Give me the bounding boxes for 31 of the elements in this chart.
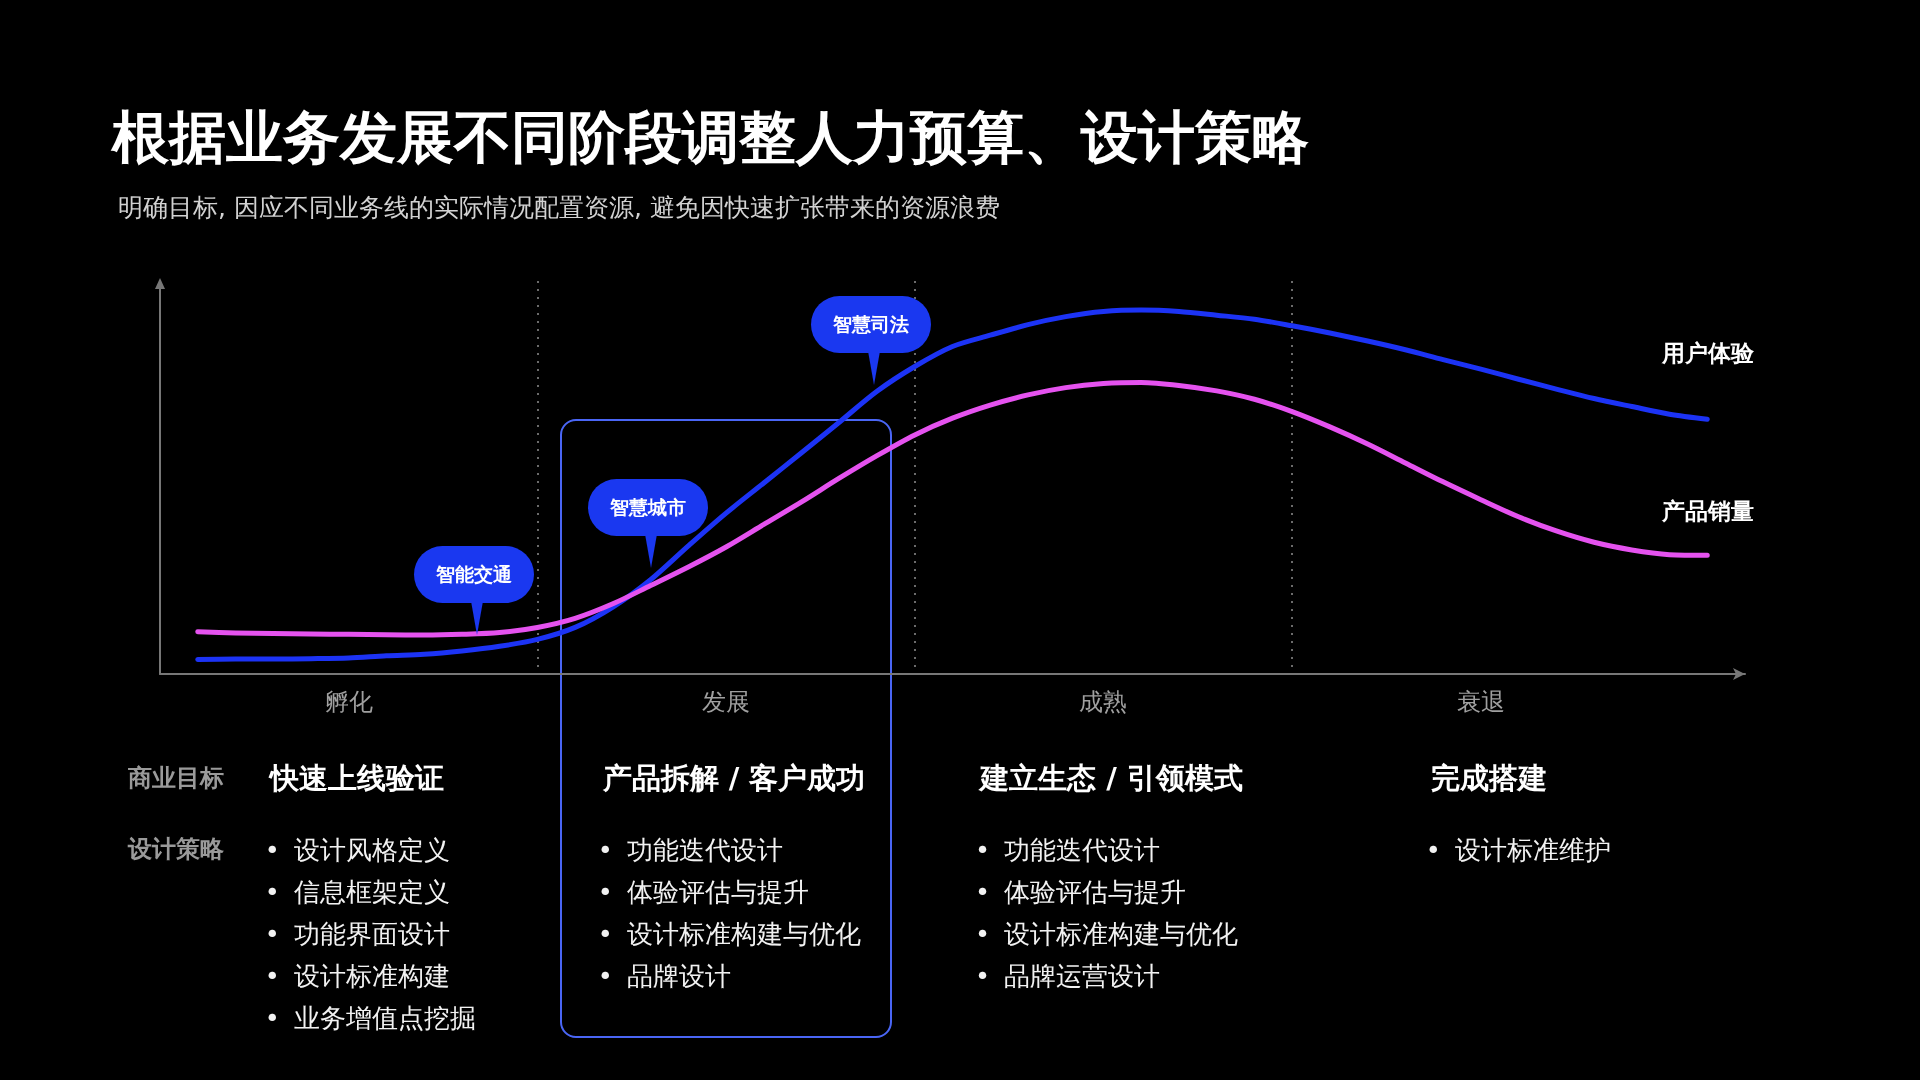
x-tick-label: 孵化: [324, 688, 373, 716]
text: • 功能界面设计: [264, 919, 450, 949]
x-tick-label: 衰退: [1456, 688, 1505, 716]
text: • 信息框架定义: [264, 877, 450, 907]
series-label: 用户体验: [1661, 340, 1756, 367]
text: • 设计风格定义: [264, 835, 450, 865]
chart-subtitle: 明确目标, 因应不同业务线的实际情况配置资源, 避免因快速扩张带来的资源浪费: [118, 193, 1000, 222]
text: • 设计标准维护: [1425, 835, 1611, 865]
annotation: 智慧司法: [833, 313, 909, 335]
text: • 设计标准构建与优化: [597, 919, 861, 949]
text: • 功能迭代设计: [975, 835, 1161, 865]
text: 建立生态 / 引领模式: [980, 761, 1243, 795]
text: • 品牌运营设计: [975, 961, 1161, 991]
text: • 设计标准构建与优化: [975, 919, 1239, 949]
text: • 品牌设计: [597, 961, 731, 991]
text: • 业务增值点挖掘: [264, 1003, 476, 1033]
text: 商业目标: [128, 764, 224, 792]
text: 快速上线验证: [269, 761, 444, 795]
text: • 设计标准构建: [264, 961, 450, 991]
annotation: 智能交通: [436, 563, 512, 585]
x-tick-label: 成熟: [1079, 688, 1128, 716]
annotation: 智慧城市: [610, 496, 686, 518]
text: • 体验评估与提升: [597, 877, 809, 907]
x-tick-label: 发展: [702, 688, 751, 716]
text: • 功能迭代设计: [597, 835, 783, 865]
text: 完成搭建: [1430, 761, 1547, 795]
text: 产品拆解 / 客户成功: [602, 761, 866, 795]
chart-title: 根据业务发展不同阶段调整人力预算、设计策略: [112, 104, 1309, 170]
text: 设计策略: [128, 835, 224, 863]
series-label: 产品销量: [1661, 498, 1755, 525]
text: • 体验评估与提升: [975, 877, 1187, 907]
